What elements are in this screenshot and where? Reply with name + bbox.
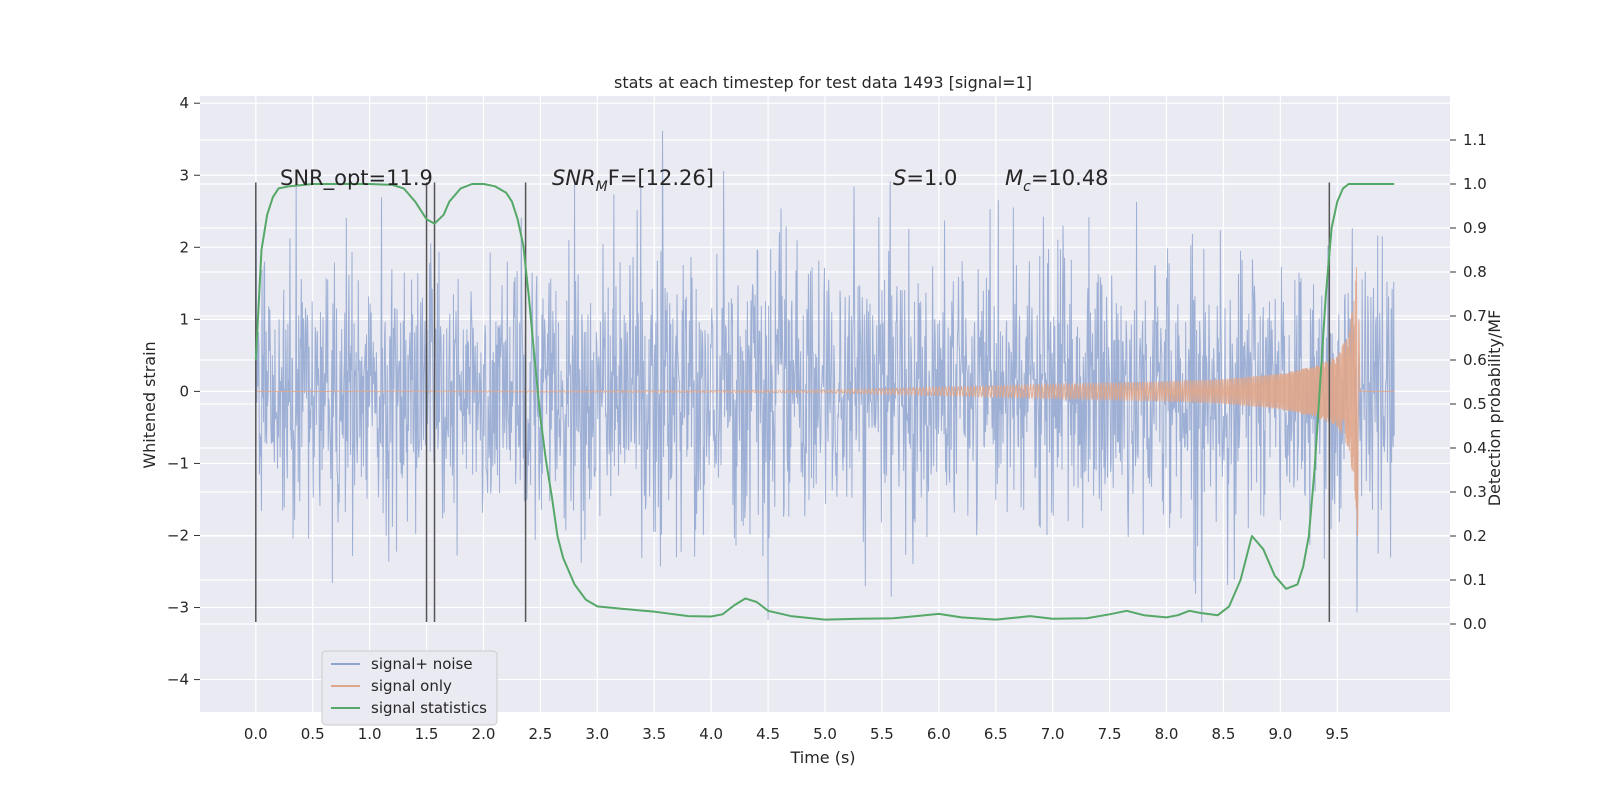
y2-tick-label: 1.0 <box>1463 175 1487 193</box>
y-tick-label: 2 <box>179 238 189 256</box>
y2-tick-label: 0.1 <box>1463 571 1487 589</box>
y-tick-label: 4 <box>179 94 189 112</box>
marker-lines <box>255 182 1331 622</box>
y2-tick-label: 0.4 <box>1463 439 1487 457</box>
y2-tick-label: 0.5 <box>1463 395 1487 413</box>
x-tick-label: 3.0 <box>585 725 609 743</box>
y-tick-label: −2 <box>167 526 189 544</box>
annotation-s: S=1.0 <box>893 166 957 190</box>
x-tick-label: 8.0 <box>1155 725 1179 743</box>
y2-axis-label: Detection probability/MF <box>1485 310 1504 507</box>
annotation-snr-mf: SNRMF=[12.26] <box>552 166 714 195</box>
y2-tick-label: 0.3 <box>1463 483 1487 501</box>
signal-only-series <box>255 267 1395 536</box>
x-tick-label: 9.0 <box>1268 725 1292 743</box>
x-tick-label: 4.5 <box>756 725 780 743</box>
legend: signal+ noise signal only signal statist… <box>321 650 498 726</box>
x-tick-label: 4.0 <box>699 725 723 743</box>
annotation-snr-opt: SNR_opt=11.9 <box>280 166 433 191</box>
x-tick-label: 0.0 <box>244 725 268 743</box>
signal-only-line <box>255 267 1395 536</box>
x-tick-label: 7.5 <box>1098 725 1122 743</box>
x-tick-label: 9.5 <box>1325 725 1349 743</box>
legend-label-signal-only: signal only <box>371 677 452 695</box>
y-tick-label: 1 <box>179 310 189 328</box>
tick-labels: 0.0 0.5 1.0 1.5 2.0 2.5 3.0 3.5 4.0 4.5 5.0 5.5 6.0 6… <box>167 94 1487 743</box>
y2-tick-label: 0.6 <box>1463 351 1487 369</box>
signal-statistics-line <box>254 183 1395 621</box>
y2-tick-label: 0.7 <box>1463 307 1487 325</box>
x-tick-label: 1.5 <box>415 725 439 743</box>
x-tick-label: 7.0 <box>1041 725 1065 743</box>
x-tick-label: 6.5 <box>984 725 1008 743</box>
x-tick-label: 2.5 <box>528 725 552 743</box>
x-tick-label: 0.5 <box>301 725 325 743</box>
x-tick-label: 1.0 <box>358 725 382 743</box>
y2-tick-label: 0.8 <box>1463 263 1487 281</box>
x-tick-label: 5.0 <box>813 725 837 743</box>
y-tick-label: 3 <box>179 166 189 184</box>
y-axis-label: Whitened strain <box>140 341 159 468</box>
x-tick-label: 8.5 <box>1212 725 1236 743</box>
legend-label-signal-statistics: signal statistics <box>371 699 487 717</box>
x-axis-label: Time (s) <box>789 748 855 767</box>
y-tick-label: −3 <box>167 599 189 617</box>
signal-statistics-series <box>254 183 1395 621</box>
y-tick-label: −4 <box>167 671 189 689</box>
signal-noise-line <box>255 130 1395 623</box>
x-tick-label: 5.5 <box>870 725 894 743</box>
legend-box <box>321 650 498 726</box>
y2-tick-label: 0.9 <box>1463 219 1487 237</box>
y2-tick-label: 1.1 <box>1463 131 1487 149</box>
chart-title: stats at each timestep for test data 149… <box>614 73 1032 92</box>
y2-tick-label: 0.0 <box>1463 615 1487 633</box>
y-tick-label: −1 <box>167 454 189 472</box>
y2-tick-label: 0.2 <box>1463 527 1487 545</box>
annotation-mc: Mc=10.48 <box>1005 166 1109 195</box>
x-tick-label: 3.5 <box>642 725 666 743</box>
x-tick-label: 6.0 <box>927 725 951 743</box>
x-tick-label: 2.0 <box>472 725 496 743</box>
legend-label-signal-noise: signal+ noise <box>371 655 473 673</box>
y-tick-label: 0 <box>179 382 189 400</box>
signal-plus-noise-series <box>255 130 1395 623</box>
